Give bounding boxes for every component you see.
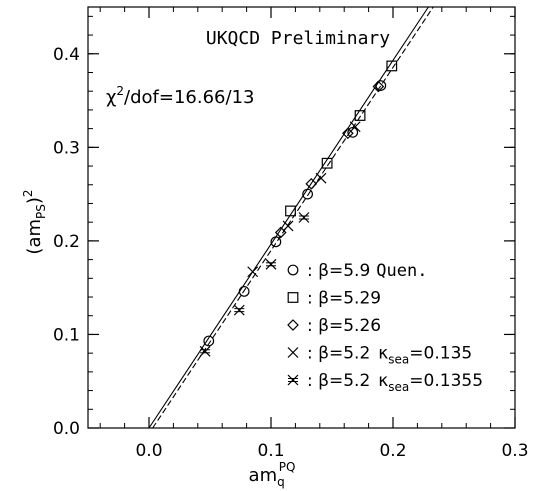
legend: : β=5.9 Quen. : β=5.29 : β=5.26 : β=5.2 κsea=…: [287, 261, 483, 394]
data-point-square: [321, 157, 333, 169]
legend-marker-cross: [287, 347, 299, 358]
legend-marker-circle: [287, 264, 299, 276]
fit-lines: [148, 6, 434, 429]
data-point-circle: [302, 188, 314, 200]
chi2-symbol: χ: [106, 87, 116, 108]
data-point-circle: [238, 286, 250, 297]
data-point-cross: [315, 172, 327, 184]
data-point-diamond: [342, 127, 354, 140]
data-point-cross: [282, 220, 294, 232]
data-point-square: [354, 110, 366, 121]
legend-label: : β=5.26: [307, 316, 381, 336]
chart-title: UKQCD Preliminary: [206, 28, 390, 49]
plot-frame: [87, 6, 516, 429]
data-point-diamond: [305, 177, 318, 190]
data-point-starcross: [298, 212, 310, 223]
legend-marker-square: [287, 292, 299, 303]
legend-label: : β=5.9 Quen.: [307, 261, 427, 281]
data-point-circle: [203, 335, 215, 347]
data-point-square: [386, 60, 398, 72]
data-point-circle: [375, 80, 387, 91]
y-tick-label: 0.1: [53, 325, 80, 345]
legend-marker-starcross: [287, 374, 299, 386]
data-point-circle: [270, 236, 282, 248]
chart-text: UKQCD Preliminary χ2/dof=16.66/13 amqPQ …: [21, 28, 390, 489]
chi2-superscript: 2: [116, 84, 124, 98]
data-point-starcross: [199, 345, 211, 357]
legend-marker-diamond: [287, 319, 299, 331]
data-point-cross: [349, 121, 361, 133]
x-tick-label: 0.1: [257, 441, 284, 461]
legend-label: : β=5.29: [307, 289, 381, 309]
y-tick-label: 0.0: [53, 419, 80, 439]
x-tick-label: 0.2: [379, 441, 406, 461]
data-point-square: [285, 205, 296, 217]
x-axis-label: amqPQ: [249, 460, 296, 489]
fit-line-solid: [148, 6, 429, 429]
chi2-annotation: χ2/dof=16.66/13: [106, 84, 254, 108]
y-axis-label: (amPS)2: [21, 189, 48, 254]
legend-label: : β=5.2 κsea=0.135: [307, 344, 472, 367]
data-point-starcross: [233, 304, 245, 316]
axes: 0.0 0.1 0.2 0.3 0.0 0.1 0.2 0.3 0.4: [53, 6, 529, 461]
data-point-diamond: [274, 226, 287, 239]
legend-label: : β=5.2 κsea=0.1355: [307, 371, 483, 394]
y-tick-label: 0.2: [53, 232, 80, 252]
data-point-starcross: [265, 258, 277, 270]
y-tick-label: 0.4: [53, 45, 80, 65]
data-point-diamond: [372, 80, 385, 93]
data-point-circle: [347, 126, 359, 138]
y-tick-label: 0.3: [53, 138, 80, 158]
x-tick-label: 0.0: [135, 441, 162, 461]
fit-line-dashed: [152, 6, 434, 429]
data-points: [199, 60, 398, 357]
chi2-text: /dof=16.66/13: [124, 87, 254, 108]
data-point-cross: [247, 266, 259, 278]
x-tick-label: 0.3: [501, 441, 528, 461]
